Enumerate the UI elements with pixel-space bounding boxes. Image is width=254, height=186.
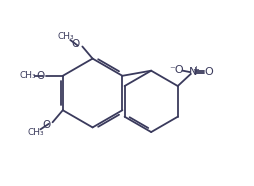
Text: O: O [37,71,45,81]
Text: N: N [188,68,197,77]
Text: ⁻O: ⁻O [169,65,184,75]
Text: CH₃: CH₃ [28,128,44,137]
Text: +: + [192,65,199,74]
Text: CH₃: CH₃ [57,32,74,41]
Text: O: O [42,120,51,130]
Text: O: O [205,68,214,77]
Text: CH₃: CH₃ [19,71,36,80]
Text: O: O [72,39,80,49]
